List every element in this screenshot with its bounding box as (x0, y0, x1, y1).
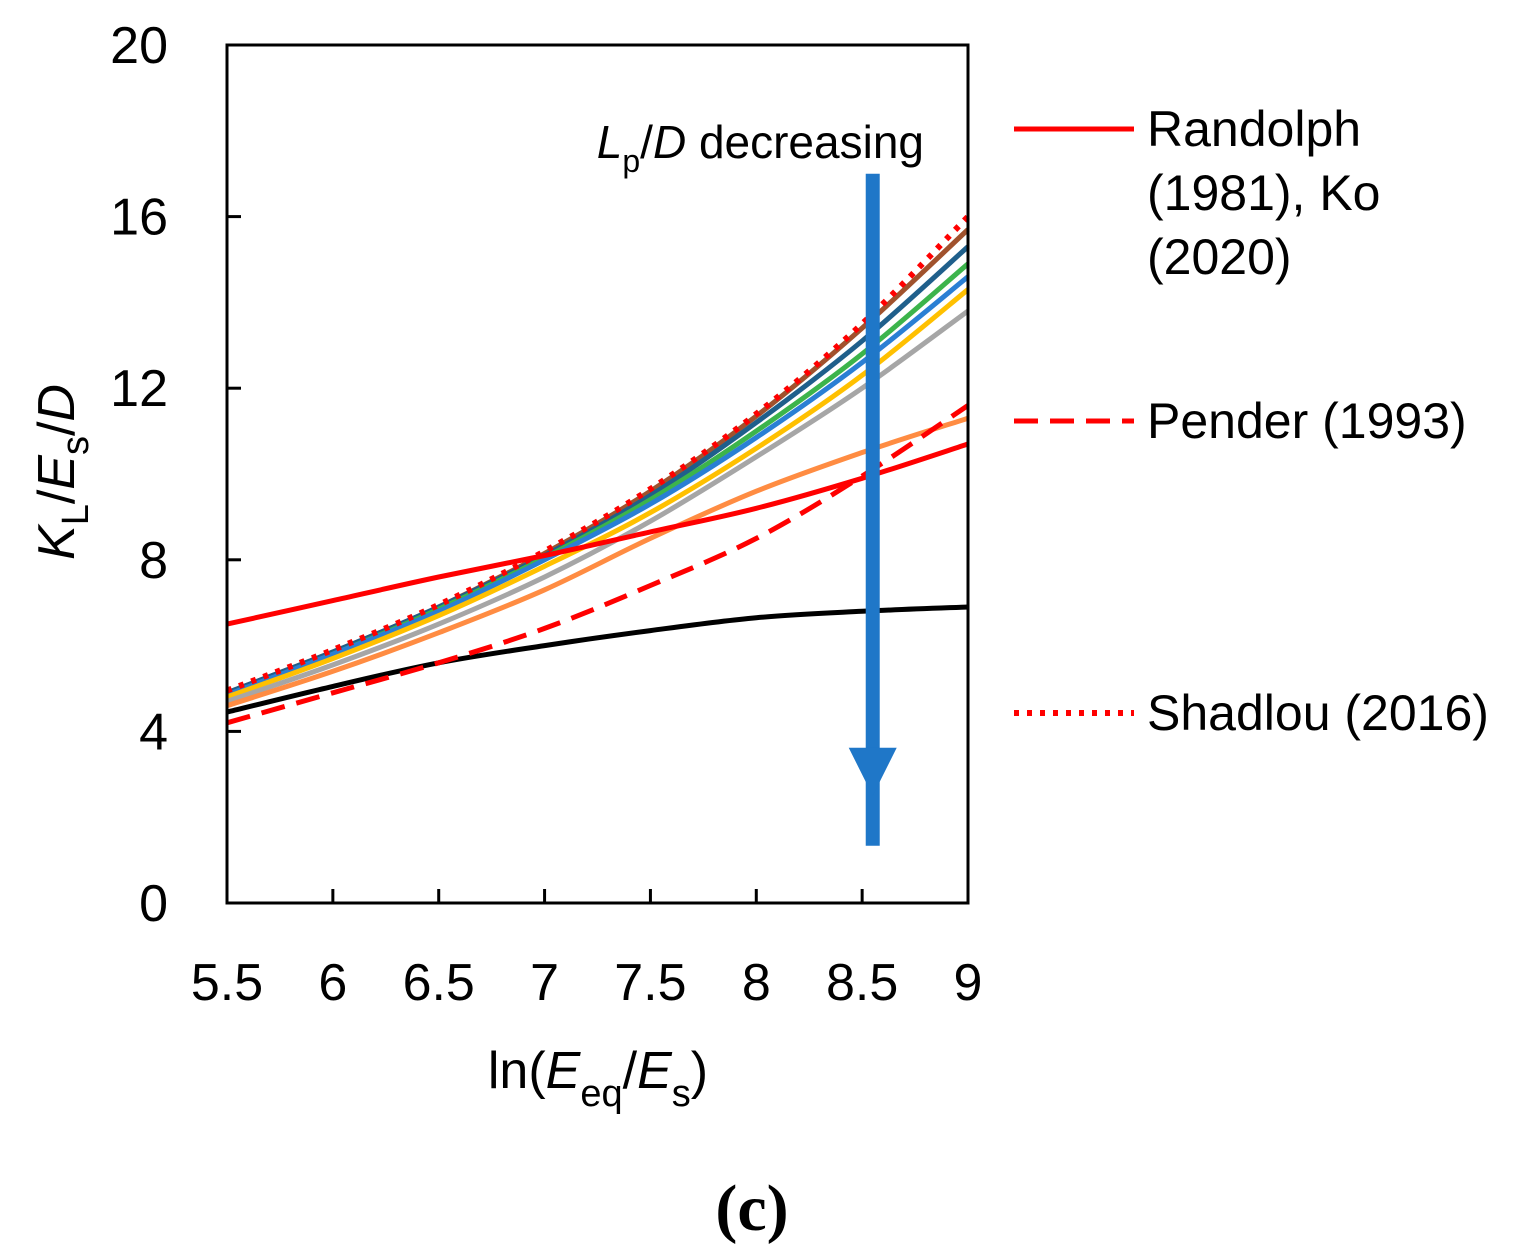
x-axis-label-sub2: s (672, 1073, 691, 1115)
series-line-10 (225, 214, 971, 694)
x-axis-label: ln(Eeq/Es) (488, 1042, 708, 1115)
arrow-head (848, 747, 897, 796)
y-tick-label: 16 (110, 189, 168, 247)
x-axis-label-sub1: eq (580, 1073, 622, 1115)
x-tick-label: 8.5 (826, 954, 898, 1012)
plot-frame (225, 43, 970, 905)
annotation-lp-sub: p (622, 143, 640, 179)
series-line-1 (226, 244, 970, 696)
x-axis-label-sym2: E (637, 1042, 673, 1100)
y-tick-label: 20 (110, 17, 168, 75)
trend-arrow (848, 173, 897, 846)
x-axis-label-mid: / (623, 1042, 638, 1100)
annotation-lp: L (597, 116, 623, 168)
y-axis-label-k-sub: L (55, 504, 97, 525)
series-line-3 (226, 274, 970, 698)
y-axis-label-k: K (28, 523, 86, 560)
y-axis: 0 4 8 12 16 20 (110, 17, 241, 933)
legend-label-randolph-line1: Randolph (1147, 101, 1361, 157)
y-axis-label-e: E (28, 454, 86, 490)
y-tick-label: 4 (139, 703, 168, 761)
series-line-6 (226, 415, 969, 709)
series-line-0 (226, 227, 970, 696)
y-axis-label-d: D (28, 384, 86, 422)
legend-label-randolph-line3: (2020) (1147, 229, 1292, 285)
panel-label: (c) (715, 1172, 788, 1245)
annotation-text: Lp/D decreasing (597, 116, 924, 179)
x-tick-label: 9 (954, 954, 983, 1012)
x-axis: 5.5 6 6.5 7 7.5 8 8.5 9 (191, 889, 983, 1012)
x-tick-label: 7.5 (614, 954, 686, 1012)
annotation-slash: / (640, 116, 653, 168)
series-line-4 (226, 287, 970, 700)
y-tick-label: 0 (139, 875, 168, 933)
y-axis-label-e-sub: s (55, 436, 97, 455)
y-tick-label: 8 (139, 532, 168, 590)
legend: Randolph (1981), Ko (2020) Pender (1993)… (1014, 101, 1489, 741)
legend-label-pender: Pender (1993) (1147, 393, 1467, 449)
y-axis-label: KL/Es/D (28, 384, 97, 560)
annotation-d: D (653, 116, 686, 168)
x-axis-label-base: ln( (488, 1042, 546, 1100)
x-tick-label: 7 (530, 954, 559, 1012)
y-axis-label-slash1: / (28, 489, 86, 504)
series-line-9 (226, 403, 970, 726)
legend-label-randolph-line2: (1981), Ko (1147, 165, 1380, 221)
series-layer (225, 214, 971, 726)
x-axis-label-end: ) (691, 1042, 708, 1100)
x-tick-label: 8 (742, 954, 771, 1012)
x-tick-label: 6 (318, 954, 347, 1012)
annotation-rest: decreasing (686, 116, 924, 168)
x-tick-label: 5.5 (191, 954, 263, 1012)
y-tick-label: 12 (110, 360, 168, 418)
y-axis-label-slash2: / (28, 421, 86, 436)
series-line-7 (226, 604, 969, 715)
x-axis-label-sym1: E (546, 1042, 582, 1100)
x-tick-label: 6.5 (403, 954, 475, 1012)
legend-label-shadlou: Shadlou (2016) (1147, 685, 1489, 741)
